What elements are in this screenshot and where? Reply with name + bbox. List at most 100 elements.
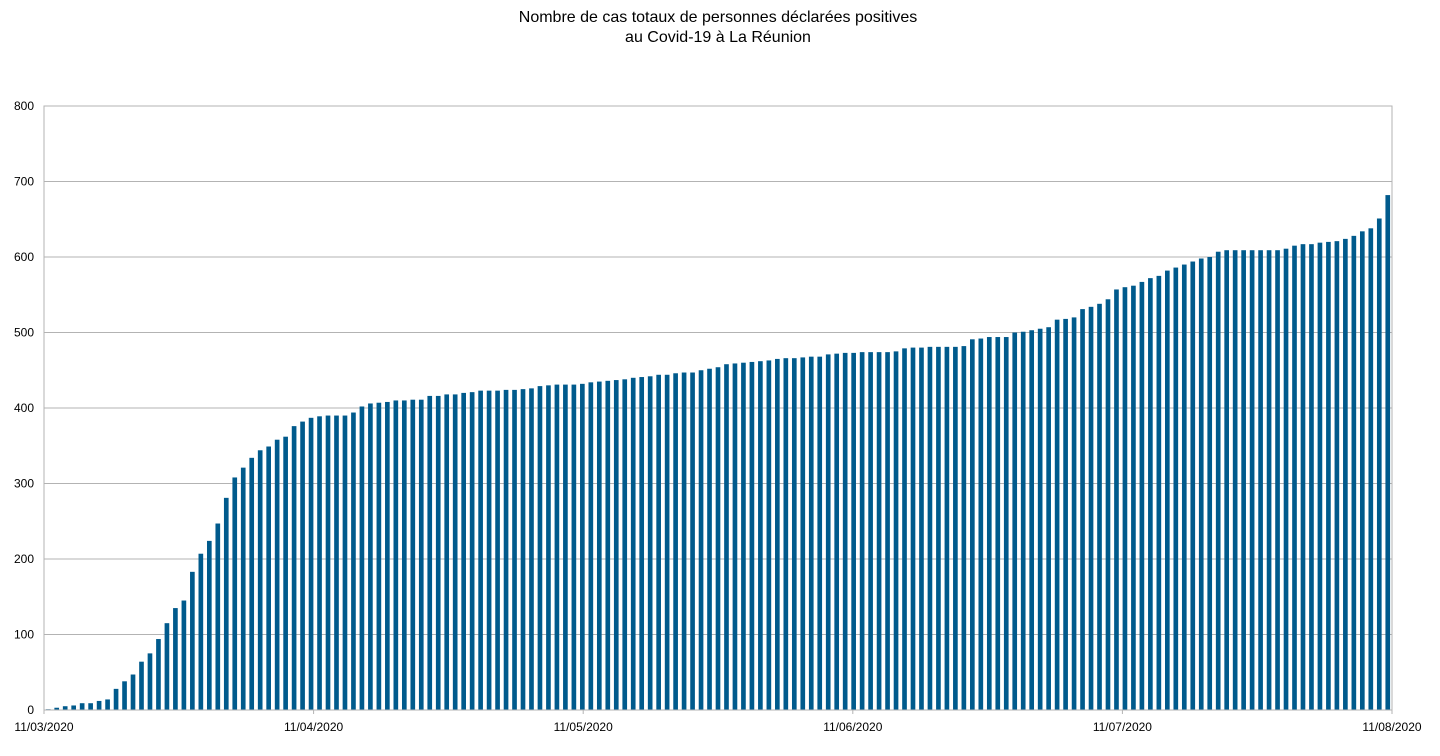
bar xyxy=(910,347,916,710)
bar xyxy=(130,674,136,710)
bar xyxy=(266,446,271,710)
bar xyxy=(800,357,806,710)
bar xyxy=(96,700,102,710)
bar xyxy=(1156,275,1162,710)
x-tick-label: 11/07/2020 xyxy=(1093,720,1152,734)
bar xyxy=(537,386,543,710)
bar xyxy=(546,385,551,710)
y-tick-label: 0 xyxy=(27,703,34,717)
bar xyxy=(1114,289,1119,710)
x-tick-label: 11/03/2020 xyxy=(14,720,73,734)
bar xyxy=(1097,303,1102,710)
bar xyxy=(223,497,229,710)
bar xyxy=(122,681,127,710)
bar xyxy=(376,402,382,710)
bar xyxy=(139,661,144,710)
bar xyxy=(605,380,611,710)
x-tick-label: 11/04/2020 xyxy=(284,720,343,734)
bar xyxy=(317,416,322,710)
bar xyxy=(741,362,746,710)
bar xyxy=(1071,317,1077,710)
bar xyxy=(79,703,85,710)
bar xyxy=(1241,250,1246,710)
bar xyxy=(919,347,924,710)
bar xyxy=(232,477,238,710)
bar xyxy=(986,337,992,710)
bar xyxy=(215,523,221,710)
bar xyxy=(783,358,789,710)
bar xyxy=(147,653,153,710)
bar xyxy=(554,384,560,710)
bar xyxy=(1326,241,1331,710)
y-tick-label: 100 xyxy=(14,628,34,642)
bar xyxy=(283,436,288,710)
bar xyxy=(1359,231,1365,710)
bar xyxy=(461,392,466,710)
bar xyxy=(1300,244,1306,711)
bar xyxy=(427,395,433,710)
bar xyxy=(868,352,873,710)
bar xyxy=(452,394,458,710)
bar xyxy=(1292,245,1297,711)
bar xyxy=(1215,251,1221,710)
bars xyxy=(45,195,1391,711)
plot-frame xyxy=(43,105,1393,711)
bar xyxy=(1063,318,1068,710)
y-tick-label: 600 xyxy=(14,250,34,264)
bar xyxy=(1173,267,1179,710)
bar xyxy=(673,373,678,710)
y-tick-label: 500 xyxy=(14,326,34,340)
bar xyxy=(1249,250,1255,710)
bar xyxy=(630,377,636,710)
bar xyxy=(936,346,941,710)
bar xyxy=(1283,248,1289,710)
y-tick-label: 800 xyxy=(14,99,34,113)
bar xyxy=(1368,228,1374,710)
bar xyxy=(156,639,161,710)
bar xyxy=(1317,242,1323,710)
bar xyxy=(529,388,534,710)
bar xyxy=(1020,331,1026,710)
bar xyxy=(435,395,441,710)
y-tick-label: 300 xyxy=(14,477,34,491)
bar xyxy=(300,421,305,710)
bar xyxy=(978,338,984,710)
bar xyxy=(1029,330,1035,710)
bar xyxy=(927,346,933,710)
bar xyxy=(385,401,390,710)
bar xyxy=(393,400,399,710)
bar xyxy=(1275,250,1280,710)
y-tick-label: 700 xyxy=(14,175,34,189)
bar xyxy=(851,352,856,710)
bar xyxy=(1224,250,1230,710)
bar xyxy=(1181,264,1187,710)
bar xyxy=(1165,270,1170,710)
bar xyxy=(1054,319,1060,710)
x-tick-label: 11/06/2020 xyxy=(823,720,882,734)
bar xyxy=(418,399,424,710)
bar xyxy=(486,390,492,710)
bar xyxy=(588,382,594,710)
bar xyxy=(1207,257,1213,710)
bar xyxy=(1105,299,1111,710)
bar xyxy=(190,571,195,710)
bar xyxy=(164,623,170,710)
bar xyxy=(1003,337,1009,710)
bar xyxy=(639,377,645,710)
bar xyxy=(291,426,297,710)
bar xyxy=(1351,235,1357,711)
bar xyxy=(495,390,500,710)
bar xyxy=(808,356,814,710)
bar xyxy=(656,374,661,710)
bar xyxy=(240,467,246,710)
bar xyxy=(681,372,687,710)
bar xyxy=(613,380,619,710)
bar xyxy=(1343,238,1348,710)
bar xyxy=(62,706,68,710)
bar xyxy=(1232,250,1238,710)
bar xyxy=(775,358,780,710)
bar xyxy=(970,339,975,710)
bar xyxy=(206,540,212,710)
bar xyxy=(105,699,110,710)
bar xyxy=(342,415,348,710)
